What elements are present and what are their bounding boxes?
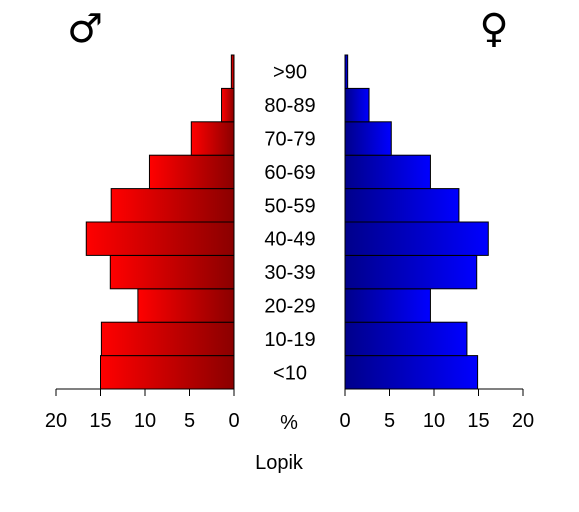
male-bar: [230, 54, 235, 89]
male-x-axis: 0 5 10 15 20: [45, 388, 240, 432]
female-bar: [344, 254, 478, 290]
female-bar: [344, 288, 431, 323]
male-bar: [148, 154, 235, 190]
age-group-label: <10: [273, 362, 307, 384]
male-bar: [137, 288, 235, 323]
female-bar: [344, 221, 489, 256]
female-bar: [344, 154, 431, 190]
female-bar: [344, 121, 392, 156]
age-group-label: 50-59: [264, 195, 315, 217]
male-bar: [85, 221, 235, 256]
female-bar: [344, 54, 349, 89]
age-group-labels: <10 10-19 20-29 30-39 40-49 50-59 60-69 70-79 80…: [264, 62, 315, 385]
female-x-tick-label: 20: [512, 410, 534, 432]
age-group-label: 10-19: [264, 329, 315, 351]
male-x-tick-label: 0: [228, 410, 239, 432]
male-bar: [190, 121, 235, 156]
male-x-tick-label: 15: [89, 410, 111, 432]
male-x-tick-label: 20: [45, 410, 67, 432]
male-x-tick-label: 10: [134, 410, 156, 432]
female-bars: [344, 54, 489, 390]
male-bar: [109, 254, 235, 290]
age-group-label: 70-79: [264, 129, 315, 151]
female-symbol: ♀: [479, 6, 508, 52]
male-bar: [100, 321, 235, 357]
age-group-label: 80-89: [264, 95, 315, 117]
x-axis-title: Lopik: [255, 452, 304, 474]
age-group-label: 40-49: [264, 229, 315, 251]
male-x-tick-label: 5: [184, 410, 195, 432]
female-x-tick-label: 0: [339, 410, 350, 432]
male-bar: [110, 188, 235, 223]
age-group-label: 30-39: [264, 262, 315, 284]
female-bar: [344, 355, 479, 390]
female-x-tick-label: 15: [467, 410, 489, 432]
female-x-tick-label: 5: [384, 410, 395, 432]
age-group-label: 60-69: [264, 162, 315, 184]
male-bar: [100, 355, 235, 390]
age-group-label: 20-29: [264, 296, 315, 318]
female-x-tick-label: 10: [423, 410, 445, 432]
female-bar: [344, 321, 468, 357]
male-symbol: ♂: [67, 6, 103, 52]
age-group-label: >90: [273, 62, 307, 84]
center-unit-label: %: [280, 412, 298, 434]
female-x-axis: 0 5 10 15 20: [339, 388, 534, 432]
male-bars: [85, 54, 235, 390]
female-bar: [344, 87, 370, 123]
female-bar: [344, 188, 460, 223]
male-bar: [221, 87, 235, 123]
